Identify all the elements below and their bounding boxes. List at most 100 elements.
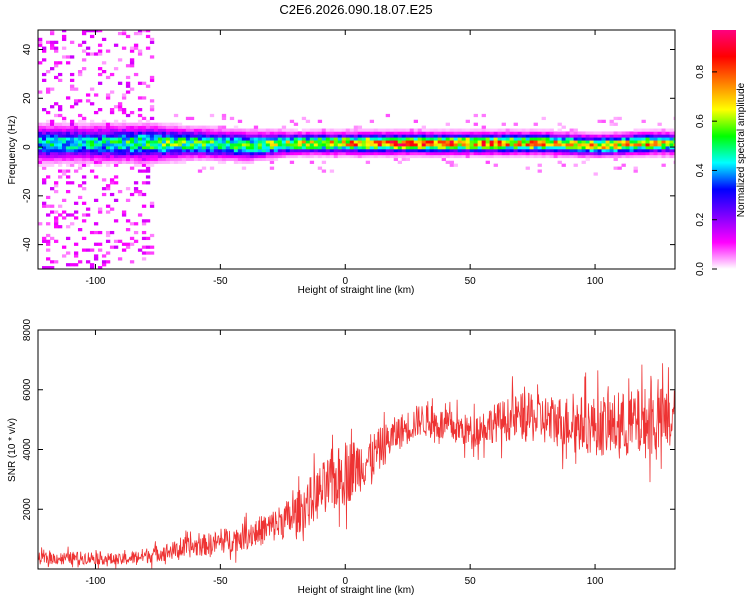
- heatmap-cell: [149, 151, 155, 156]
- heatmap-cell: [61, 131, 67, 135]
- heatmap-cell: [441, 149, 446, 153]
- heatmap-cell: [117, 140, 123, 144]
- heatmap-cell: [221, 157, 227, 162]
- heatmap-cell: [157, 149, 163, 153]
- heatmap-cell: [141, 157, 147, 162]
- heatmap-cell: [141, 204, 147, 208]
- heatmap-cell: [129, 58, 135, 62]
- heatmap-cell: [89, 119, 95, 123]
- heatmap-cell: [77, 195, 83, 200]
- heatmap-cell: [477, 134, 482, 138]
- heatmap-cell: [609, 131, 614, 135]
- heatmap-cell: [145, 236, 151, 241]
- heatmap-cell: [45, 160, 51, 164]
- heatmap-cell: [141, 131, 147, 135]
- heatmap-cell: [121, 137, 127, 141]
- snr-y-label: SNR (10 * v/v): [7, 418, 18, 482]
- heatmap-cell: [529, 154, 534, 159]
- heatmap-cell: [481, 143, 486, 147]
- heatmap-cell: [93, 93, 99, 97]
- heatmap-cell: [273, 146, 279, 150]
- heatmap-cell: [617, 131, 622, 135]
- heatmap-cell: [637, 137, 642, 141]
- heatmap-cell: [89, 263, 95, 267]
- heatmap-cell: [89, 160, 95, 164]
- heatmap-cell: [45, 137, 51, 141]
- heatmap-cell: [201, 157, 207, 162]
- heatmap-cell: [133, 187, 139, 191]
- heatmap-cell: [525, 149, 530, 153]
- heatmap-cell: [53, 40, 59, 44]
- heatmap-cell: [493, 134, 498, 138]
- heatmap-cell: [421, 143, 426, 147]
- heatmap-cell: [41, 201, 47, 205]
- heatmap-cell: [313, 131, 319, 135]
- heatmap-cell: [89, 157, 95, 162]
- heatmap-cell: [341, 154, 347, 159]
- heatmap-cell: [221, 143, 227, 147]
- heatmap-cell: [293, 131, 299, 135]
- heatmap-cell: [305, 149, 311, 153]
- heatmap-cell: [237, 154, 243, 159]
- heatmap-cell: [617, 166, 622, 170]
- heatmap-cell: [469, 154, 474, 159]
- heatmap-cell: [65, 251, 71, 255]
- heatmap-cell: [673, 146, 675, 150]
- heatmap-cell: [645, 134, 650, 138]
- heatmap-cell: [89, 128, 95, 132]
- heatmap-cell: [38, 128, 43, 132]
- heatmap-cell: [481, 134, 486, 138]
- heatmap-cell: [205, 157, 211, 162]
- heatmap-cell: [389, 140, 395, 144]
- heatmap-cell: [145, 146, 151, 150]
- heatmap-cell: [473, 149, 478, 153]
- heatmap-cell: [409, 143, 415, 147]
- heatmap-cell: [121, 149, 127, 153]
- heatmap-cell: [649, 143, 654, 147]
- heatmap-cell: [477, 143, 482, 147]
- heatmap-cell: [325, 146, 331, 150]
- heatmap-cell: [369, 128, 375, 132]
- heatmap-cell: [181, 160, 187, 164]
- heatmap-cell: [657, 151, 662, 156]
- heatmap-cell: [65, 131, 71, 135]
- heatmap-cell: [45, 154, 51, 159]
- heatmap-cell: [189, 134, 195, 138]
- heatmap-cell: [441, 154, 446, 159]
- heatmap-cell: [661, 128, 666, 132]
- heatmap-cell: [161, 143, 167, 147]
- heatmap-cell: [557, 143, 562, 147]
- heatmap-cell: [389, 151, 395, 156]
- heatmap-cell: [125, 113, 131, 118]
- heatmap-cell: [649, 151, 654, 156]
- heatmap-cell: [173, 122, 179, 126]
- heatmap-cell: [265, 140, 271, 144]
- heatmap-cell: [133, 157, 139, 162]
- heatmap-cell: [557, 140, 562, 144]
- heatmap-cell: [141, 125, 147, 129]
- heatmap-cell: [369, 151, 375, 156]
- heatmap-cell: [465, 146, 470, 150]
- heatmap-cell: [237, 143, 243, 147]
- heatmap-cell: [621, 143, 626, 147]
- heatmap-cell: [521, 146, 526, 150]
- heatmap-cell: [137, 52, 143, 56]
- heatmap-cell: [449, 146, 454, 150]
- heatmap-cell: [585, 157, 590, 162]
- heatmap-cell: [553, 143, 558, 147]
- heatmap-cell: [341, 134, 347, 138]
- heatmap-cell: [393, 149, 399, 153]
- heatmap-cell: [345, 131, 351, 135]
- heatmap-cell: [97, 43, 103, 47]
- heatmap-cell: [201, 128, 207, 132]
- heatmap-cell: [77, 119, 83, 123]
- heatmap-cell: [177, 134, 183, 138]
- heatmap-cell: [593, 131, 598, 135]
- heatmap-cell: [69, 122, 75, 126]
- heatmap-cell: [161, 140, 167, 144]
- heatmap-cell: [441, 143, 446, 147]
- heatmap-cell: [353, 137, 359, 141]
- heatmap-cell: [345, 128, 351, 132]
- heatmap-cell: [169, 134, 175, 138]
- heatmap-cell: [209, 166, 215, 170]
